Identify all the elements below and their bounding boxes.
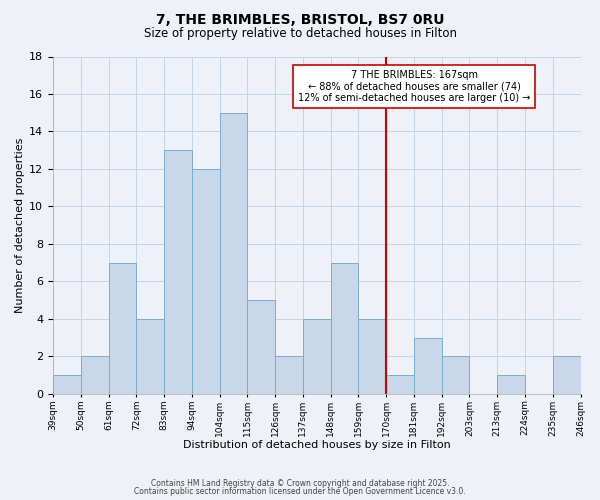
- Bar: [136, 319, 164, 394]
- Bar: [275, 356, 303, 394]
- Bar: [414, 338, 442, 394]
- Text: 7, THE BRIMBLES, BRISTOL, BS7 0RU: 7, THE BRIMBLES, BRISTOL, BS7 0RU: [156, 12, 444, 26]
- Bar: [358, 319, 386, 394]
- Bar: [164, 150, 192, 394]
- Bar: [497, 375, 525, 394]
- Bar: [331, 262, 358, 394]
- X-axis label: Distribution of detached houses by size in Filton: Distribution of detached houses by size …: [183, 440, 451, 450]
- Text: Size of property relative to detached houses in Filton: Size of property relative to detached ho…: [143, 28, 457, 40]
- Bar: [220, 112, 247, 394]
- Bar: [303, 319, 331, 394]
- Bar: [247, 300, 275, 394]
- Text: Contains public sector information licensed under the Open Government Licence v3: Contains public sector information licen…: [134, 487, 466, 496]
- Bar: [553, 356, 581, 394]
- Bar: [109, 262, 136, 394]
- Text: Contains HM Land Registry data © Crown copyright and database right 2025.: Contains HM Land Registry data © Crown c…: [151, 478, 449, 488]
- Bar: [192, 169, 220, 394]
- Bar: [81, 356, 109, 394]
- Y-axis label: Number of detached properties: Number of detached properties: [15, 138, 25, 313]
- Bar: [53, 375, 81, 394]
- Bar: [386, 375, 414, 394]
- Text: 7 THE BRIMBLES: 167sqm
← 88% of detached houses are smaller (74)
12% of semi-det: 7 THE BRIMBLES: 167sqm ← 88% of detached…: [298, 70, 530, 103]
- Bar: [442, 356, 469, 394]
